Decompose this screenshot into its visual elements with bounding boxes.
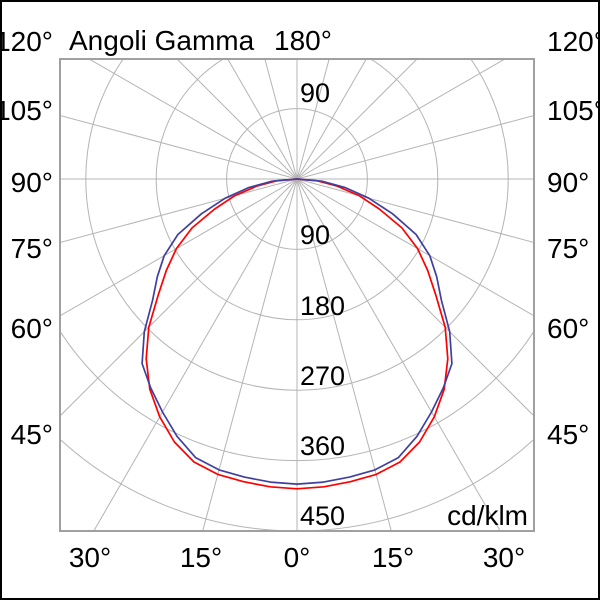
angular-grid-line — [264, 59, 298, 180]
radial-grid-ring — [226, 108, 368, 250]
gamma-label-bottom-0: 0° — [283, 542, 311, 573]
angular-grid-line — [296, 59, 367, 180]
angular-grid-line — [176, 59, 298, 180]
gamma-label-right-90: 90° — [547, 167, 590, 198]
angular-grid-line — [60, 178, 298, 244]
angular-grid-line — [296, 178, 534, 417]
gamma-label-left-90: 90° — [10, 167, 53, 198]
angular-grid-line — [296, 59, 506, 180]
gamma-label-bottom-30-left: 30° — [68, 542, 112, 573]
angular-grid-line — [93, 178, 298, 531]
angular-grid-line — [296, 59, 418, 180]
angular-grid-line — [296, 114, 534, 180]
angular-grid-line — [296, 59, 330, 180]
angular-grid-line — [202, 178, 298, 531]
chart-title: Angoli Gamma — [69, 25, 255, 56]
gamma-label-bottom-15-left: 15° — [179, 542, 223, 573]
radial-grid-ring — [155, 59, 439, 321]
angular-grid-line — [296, 178, 501, 531]
radial-tick-270: 270 — [300, 361, 346, 391]
angular-grid-line — [296, 178, 392, 531]
angular-grid-line — [88, 59, 298, 180]
gamma-label-left-105: 105° — [0, 95, 53, 126]
angular-grid-line — [60, 114, 298, 180]
gamma-label-right-60: 60° — [547, 313, 590, 344]
gamma-label-right-45: 45° — [547, 419, 590, 450]
radial-grid-ring — [60, 330, 534, 462]
gamma-label-left-45: 45° — [10, 419, 53, 450]
gamma-label-right-120: 120° — [547, 26, 600, 57]
gamma-label-left-75: 75° — [10, 233, 53, 264]
unit-label: cd/klm — [447, 500, 528, 531]
gamma-label-right-75: 75° — [547, 233, 590, 264]
curve-c0-c180 — [145, 178, 449, 490]
radial-tick-90: 90 — [300, 220, 331, 250]
gamma-label-top-180: 180° — [274, 25, 332, 56]
angular-grid-line — [60, 178, 298, 417]
plot-frame — [59, 58, 535, 532]
gamma-label-left-60: 60° — [10, 313, 53, 344]
radial-grid-ring — [85, 59, 509, 391]
gamma-label-bottom-15-right: 15° — [371, 542, 415, 573]
angular-grid-line — [227, 59, 298, 180]
intensity-curves — [141, 178, 453, 490]
gamma-label-right-105: 105° — [547, 95, 600, 126]
radial-tick-90-above: 90 — [300, 78, 331, 108]
gamma-label-bottom-30-right: 30° — [482, 542, 526, 573]
radial-tick-360: 360 — [300, 431, 346, 461]
curve-c90-c270 — [141, 178, 453, 485]
angular-grid-line — [296, 178, 534, 317]
radial-tick-450: 450 — [300, 501, 346, 531]
gamma-label-left-120: 120° — [0, 26, 53, 57]
angular-grid-line — [60, 178, 298, 317]
radial-tick-180: 180 — [300, 291, 346, 321]
angular-grid-line — [296, 178, 534, 244]
